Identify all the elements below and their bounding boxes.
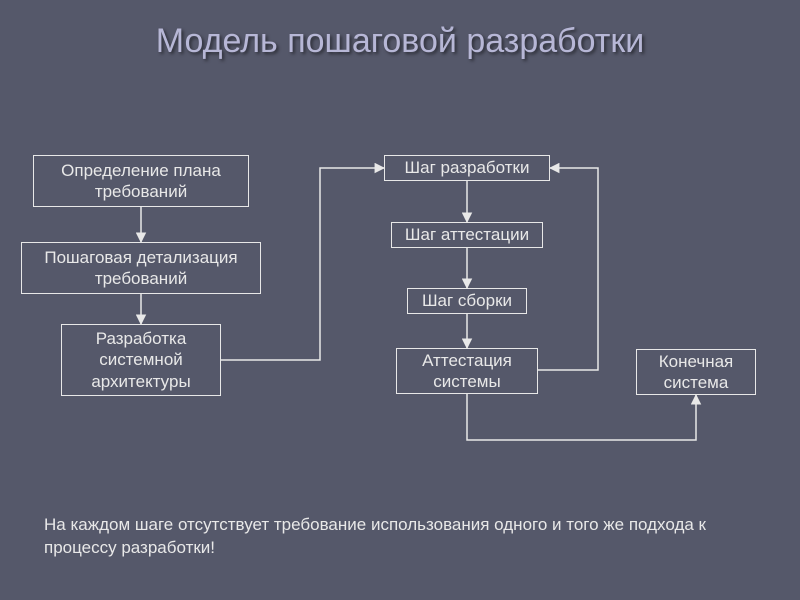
node-dev-step: Шаг разработки bbox=[384, 155, 550, 181]
node-attestation-step: Шаг аттестации bbox=[391, 222, 543, 248]
node-final-system: Конечная система bbox=[636, 349, 756, 395]
node-label: Шаг разработки bbox=[405, 157, 530, 178]
node-architecture: Разработка системной архитектуры bbox=[61, 324, 221, 396]
slide-title: Модель пошаговой разработки bbox=[0, 22, 800, 61]
edge-e8 bbox=[538, 168, 598, 370]
slide-caption: На каждом шаге отсутствует требование ис… bbox=[44, 514, 744, 560]
node-label: Аттестация системы bbox=[401, 350, 533, 393]
edges-layer bbox=[0, 0, 800, 600]
node-requirements-plan: Определение плана требований bbox=[33, 155, 249, 207]
node-build-step: Шаг сборки bbox=[407, 288, 527, 314]
edge-e7 bbox=[467, 394, 696, 440]
node-label: Шаг сборки bbox=[422, 290, 512, 311]
node-label: Определение плана требований bbox=[38, 160, 244, 203]
node-label: Разработка системной архитектуры bbox=[66, 328, 216, 392]
node-label: Пошаговая детализация требований bbox=[26, 247, 256, 290]
node-requirements-detail: Пошаговая детализация требований bbox=[21, 242, 261, 294]
node-label: Шаг аттестации bbox=[405, 224, 529, 245]
node-system-attestation: Аттестация системы bbox=[396, 348, 538, 394]
node-label: Конечная система bbox=[641, 351, 751, 394]
slide: Модель пошаговой разработки Определение … bbox=[0, 0, 800, 600]
